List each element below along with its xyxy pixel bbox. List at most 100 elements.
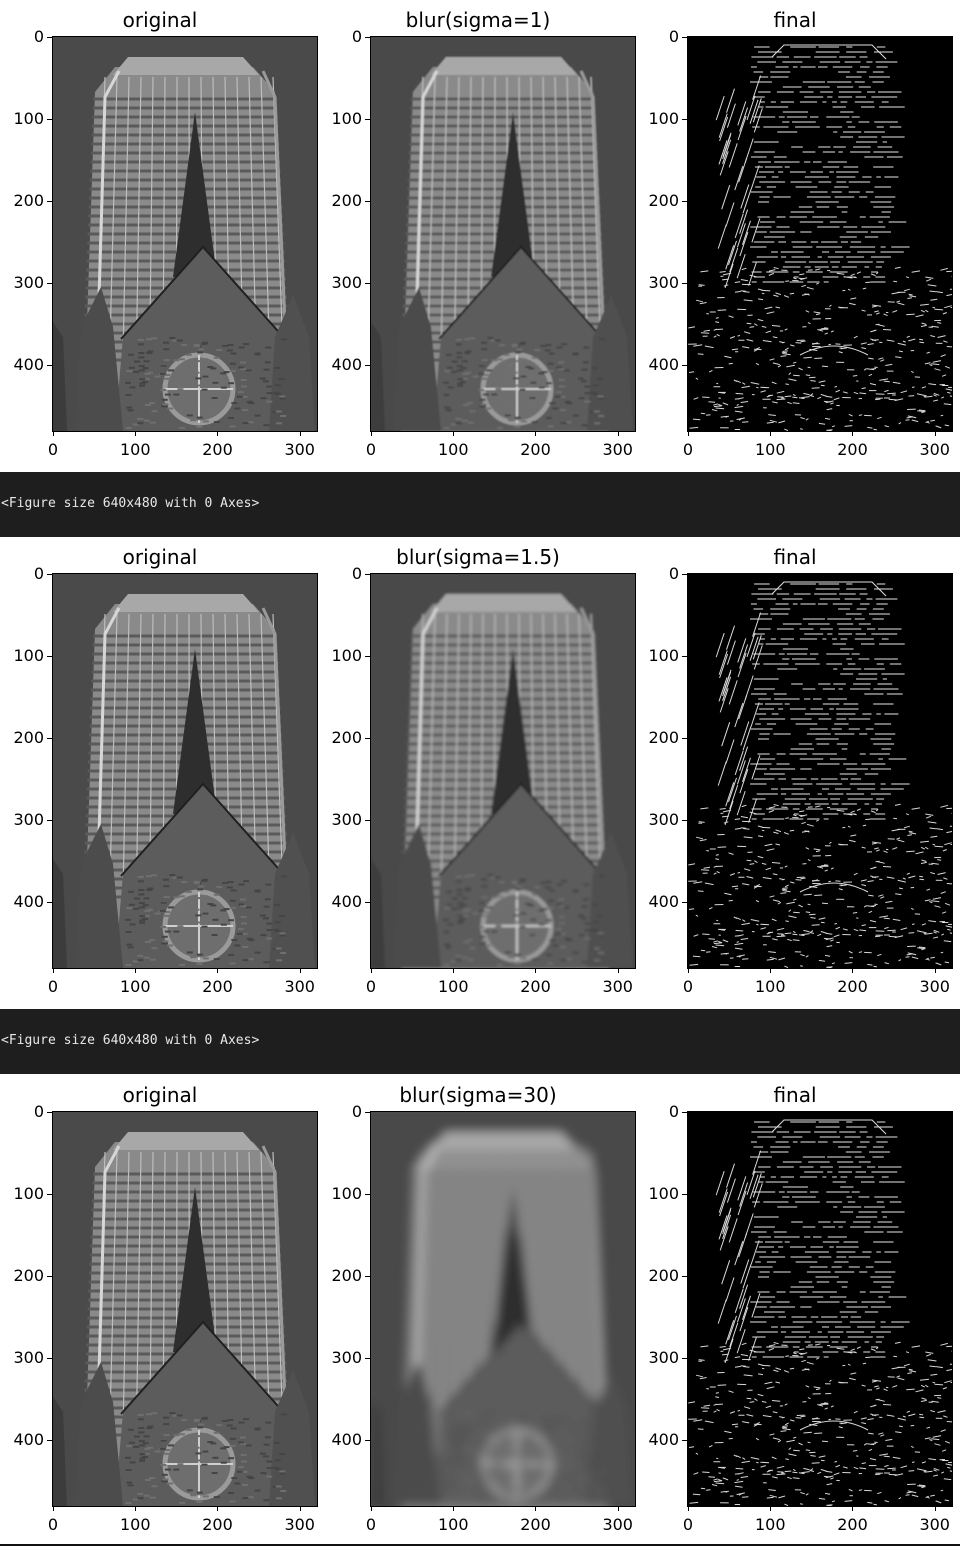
panel-title: original (122, 545, 198, 569)
y-tick-label: 300 (331, 1347, 362, 1367)
panel-blur: blur(sigma=30) 0 100 200 300 400 0 100 200 300 (318, 1075, 638, 1547)
x-tick (770, 968, 772, 973)
y-tick-label: 200 (13, 190, 44, 210)
panel-original: original 0 100 200 300 400 0 100 200 300 (0, 0, 320, 472)
y-tick (365, 1357, 370, 1359)
y-tick-label: 200 (648, 727, 679, 747)
x-tick (535, 1506, 537, 1511)
x-tick-label: 300 (602, 440, 633, 459)
y-tick (47, 118, 52, 120)
y-tick (365, 819, 370, 821)
image-original (53, 37, 317, 431)
y-tick-label: 300 (648, 809, 679, 829)
x-tick-label: 0 (682, 440, 694, 459)
panel-title: original (122, 8, 198, 32)
x-tick (617, 968, 619, 973)
y-tick (47, 655, 52, 657)
image-edges (688, 574, 952, 968)
x-tick-label: 100 (437, 977, 469, 996)
output-cell: <Figure size 640x480 with 0 Axes> (0, 1009, 960, 1074)
x-tick-label: 100 (437, 440, 469, 459)
x-tick-label: 200 (202, 440, 233, 459)
panel-original: original 0 100 200 300 400 0 100 200 300 (0, 1075, 320, 1547)
y-tick (47, 574, 52, 575)
x-tick-label: 0 (47, 440, 59, 459)
y-tick (365, 901, 370, 903)
y-tick (365, 574, 370, 575)
y-tick (682, 118, 687, 120)
x-tick (371, 968, 372, 973)
y-tick (47, 1357, 52, 1359)
y-tick-label: 400 (648, 1429, 679, 1449)
y-tick (365, 37, 370, 38)
x-tick-label: 0 (365, 440, 377, 459)
y-tick-label: 100 (13, 1183, 44, 1203)
axes: 0 100 200 300 400 0 100 200 300 (331, 565, 636, 996)
y-tick (682, 901, 687, 903)
y-tick-label: 400 (648, 354, 679, 374)
y-tick (47, 1193, 52, 1195)
y-tick (682, 364, 687, 366)
y-tick (682, 819, 687, 821)
panel-original: original 0 100 200 300 400 0 100 200 300 (0, 537, 320, 1009)
x-tick-label: 0 (47, 977, 59, 996)
y-tick-label: 200 (331, 190, 362, 210)
x-tick-label: 0 (682, 977, 694, 996)
y-tick-label: 300 (13, 809, 44, 829)
x-tick (299, 968, 301, 973)
x-tick-label: 200 (520, 440, 551, 459)
x-tick-label: 0 (365, 977, 377, 996)
x-tick (934, 431, 936, 436)
x-tick-label: 300 (919, 1515, 950, 1534)
y-tick-label: 0 (33, 27, 44, 46)
y-tick (47, 364, 52, 366)
figure-1: original 0 100 200 300 400 0 100 200 300 blur(si… (0, 0, 960, 472)
y-tick-label: 200 (648, 190, 679, 210)
y-tick (682, 37, 687, 38)
axes: 0 100 200 300 400 0 100 200 300 (648, 1103, 953, 1534)
x-tick-label: 200 (520, 1515, 551, 1534)
x-tick (617, 1506, 619, 1511)
x-tick (299, 1506, 301, 1511)
x-tick (688, 968, 689, 973)
y-tick-label: 0 (668, 564, 679, 583)
figure-3: original 0 100 200 300 400 0 100 200 300 blur(si… (0, 1075, 960, 1547)
x-tick (53, 1506, 54, 1511)
y-tick (365, 1439, 370, 1441)
x-tick-label: 100 (119, 440, 151, 459)
image-blurred (371, 37, 635, 431)
axes: 0 100 200 300 400 0 100 200 300 (648, 28, 953, 459)
x-tick (371, 1506, 372, 1511)
x-tick (217, 1506, 219, 1511)
axes: 0 100 200 300 400 0 100 200 300 (13, 28, 318, 459)
y-tick-label: 300 (13, 1347, 44, 1367)
y-tick-label: 200 (331, 727, 362, 747)
y-tick-label: 0 (33, 564, 44, 583)
x-tick (852, 431, 854, 436)
x-tick (217, 431, 219, 436)
y-tick (682, 574, 687, 575)
y-tick (47, 737, 52, 739)
y-tick-label: 300 (331, 272, 362, 292)
output-text: <Figure size 640x480 with 0 Axes> (1, 1033, 260, 1048)
x-tick (453, 1506, 455, 1511)
y-tick (365, 200, 370, 202)
y-tick-label: 200 (331, 1265, 362, 1285)
x-tick (852, 968, 854, 973)
output-cell: <Figure size 640x480 with 0 Axes> (0, 472, 960, 537)
x-tick (53, 968, 54, 973)
x-tick (453, 968, 455, 973)
y-tick (365, 655, 370, 657)
panel-blur: blur(sigma=1.5) 0 100 200 300 400 0 100 200 300 (318, 537, 638, 1009)
y-tick (682, 737, 687, 739)
x-tick-label: 0 (47, 1515, 59, 1534)
panel-title: blur(sigma=30) (399, 1083, 557, 1107)
y-tick (682, 655, 687, 657)
x-tick-label: 300 (602, 977, 633, 996)
x-tick-label: 200 (837, 977, 868, 996)
y-tick (682, 1439, 687, 1441)
y-tick-label: 100 (13, 645, 44, 665)
y-tick (365, 282, 370, 284)
y-tick-label: 0 (668, 27, 679, 46)
x-tick-label: 200 (202, 977, 233, 996)
